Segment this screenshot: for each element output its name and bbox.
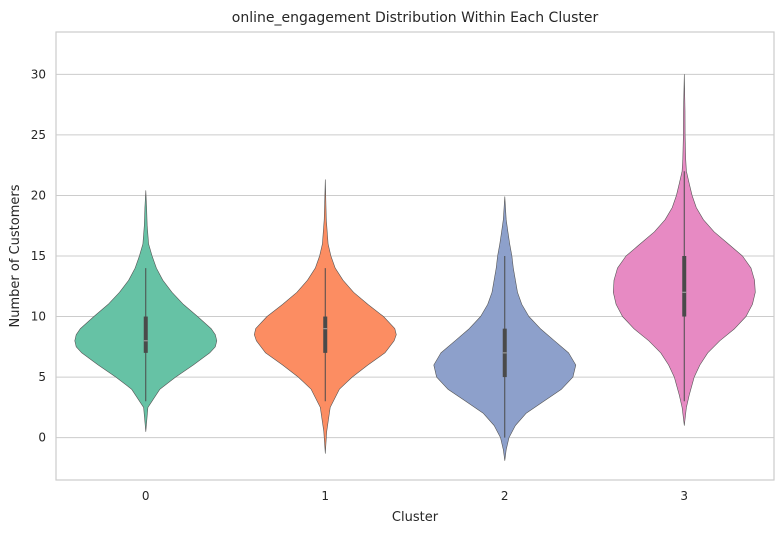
y-tick-label: 25	[31, 128, 46, 142]
x-axis-label: Cluster	[392, 510, 439, 525]
chart-title: online_engagement Distribution Within Ea…	[232, 10, 599, 26]
violins-group	[74, 74, 756, 461]
iqr-box	[323, 316, 328, 353]
x-tick-label: 1	[321, 489, 329, 503]
y-tick-label: 15	[31, 249, 46, 263]
y-tick-label: 5	[38, 370, 46, 384]
y-tick-label: 0	[38, 431, 46, 445]
y-tick-label: 30	[31, 67, 46, 81]
x-tick-label: 2	[501, 489, 509, 503]
y-tick-labels: 0 5 10 15 20 25 30	[31, 67, 46, 444]
iqr-box	[143, 316, 148, 353]
y-tick-label: 10	[31, 310, 46, 324]
y-tick-label: 20	[31, 188, 46, 202]
iqr-box	[682, 256, 687, 317]
plot-frame	[55, 31, 775, 481]
x-tick-labels: 0 1 2 3	[142, 489, 688, 503]
x-tick-label: 0	[142, 489, 150, 503]
x-tick-label: 3	[680, 489, 688, 503]
y-axis-label: Number of Customers	[8, 184, 23, 327]
